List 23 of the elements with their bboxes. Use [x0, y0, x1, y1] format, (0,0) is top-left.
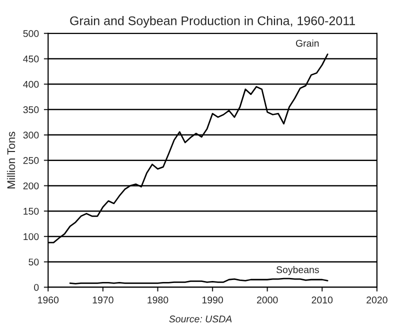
x-tick-label: 1980	[148, 296, 168, 304]
series-label: Soybeans	[276, 266, 319, 276]
x-tick-label: 1970	[92, 296, 114, 304]
y-tick-label: 200	[23, 182, 39, 190]
y-tick-label: 450	[23, 56, 39, 62]
x-tick-label: 1960	[38, 296, 59, 304]
x-tick-label: 2010	[312, 296, 333, 304]
y-tick-label: 0	[34, 284, 39, 291]
series-label: Grain	[296, 40, 319, 47]
y-tick-label: 400	[23, 80, 39, 88]
y-tick-label: 300	[23, 132, 39, 139]
y-tick-label: 500	[23, 30, 39, 38]
x-tick-label: 2000	[257, 296, 278, 304]
source-note: Source: USDA	[169, 316, 232, 322]
x-tick-label: 1990	[202, 296, 223, 304]
y-axis-title: Million Tons	[6, 132, 16, 188]
x-tick-label: 2020	[366, 296, 388, 304]
y-tick-label: 250	[23, 157, 39, 164]
y-tick-label: 50	[28, 258, 39, 266]
chart-title: Grain and Soybean Production in China, 1960-2011	[70, 16, 355, 28]
y-tick-label: 350	[23, 106, 39, 114]
y-tick-label: 150	[24, 208, 39, 215]
y-tick-label: 100	[24, 233, 39, 240]
